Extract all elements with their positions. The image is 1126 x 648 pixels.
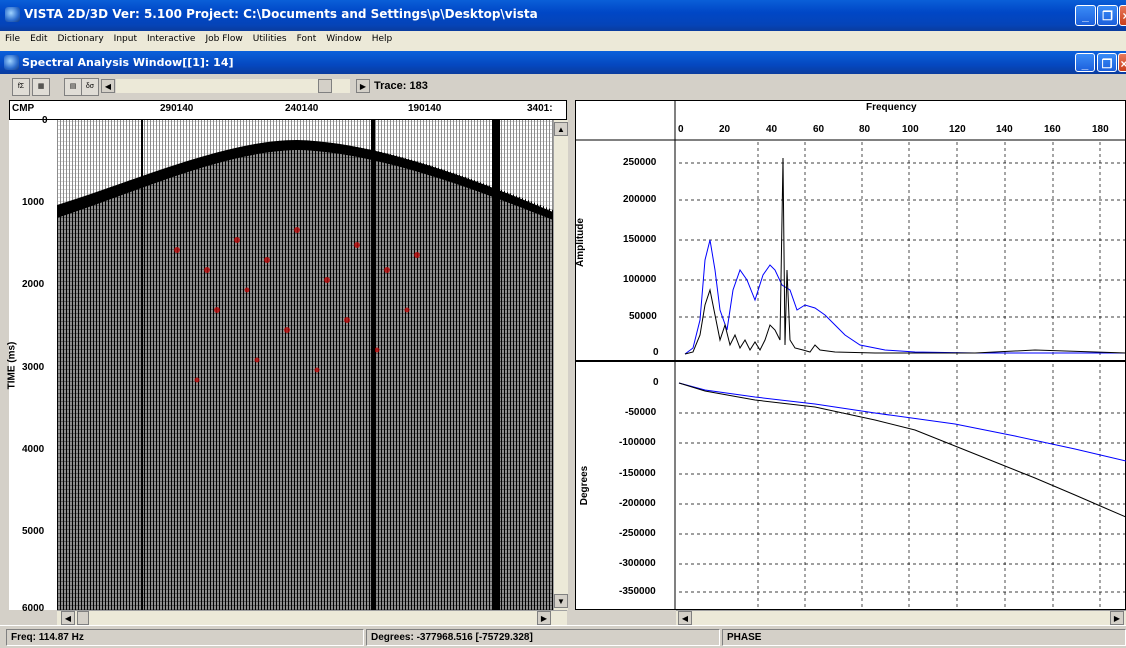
spectrum-scroll-right-arrow[interactable]: ▶ [1110,611,1124,625]
menu-edit[interactable]: Edit [30,34,48,44]
menu-file[interactable]: File [5,34,21,44]
status-frequency: Freq: 114.87 Hz [6,629,364,646]
amp-tick: 250000 [623,157,657,168]
seismic-vertical-scrollbar[interactable]: ▲ ▼ [553,120,568,610]
child-restore-button[interactable]: ❐ [1097,53,1117,72]
phase-tick: -100000 [619,437,656,448]
cmp-label: CMP [12,103,35,114]
trace-label: Trace: 183 [374,80,428,92]
phase-tick: -150000 [619,468,656,479]
minimize-button[interactable]: _ [1075,5,1096,26]
app-title-bar: VISTA 2D/3D Ver: 5.100 Project: C:\Docum… [0,0,1126,31]
status-bar: Freq: 114.87 Hz Degrees: -377968.516 [-7… [0,625,1126,648]
hscroll-thumb[interactable] [77,611,89,625]
freq-tick: 180 [1092,124,1109,135]
status-mode: PHASE [722,629,1126,646]
menu-help[interactable]: Help [371,34,393,44]
amp-tick: 150000 [623,234,657,245]
menu-job-flow[interactable]: Job Flow [205,34,243,44]
freq-tick: 80 [859,124,871,135]
freq-tick: 120 [949,124,966,135]
seismic-section[interactable] [57,120,553,610]
amp-tick: 200000 [623,194,657,205]
spectrum-button[interactable]: ▦ [32,78,50,96]
child-window-icon [4,55,19,70]
child-window-title-bar: Spectral Analysis Window[[1]: 14] _ ❐ × [0,51,1126,74]
menu-dictionary[interactable]: Dictionary [57,34,104,44]
spectral-charts [575,100,1126,610]
menu-utilities[interactable]: Utilities [252,34,287,44]
time-tick: 6000 [22,603,45,614]
amp-tick: 50000 [629,311,657,322]
scroll-right-arrow[interactable]: ▶ [537,611,551,625]
cmp-axis-header [9,100,567,120]
trace-scroll-thumb[interactable] [318,79,332,93]
menu-window[interactable]: Window [326,34,362,44]
child-minimize-button[interactable]: _ [1075,53,1095,72]
cmp-tick: 190140 [408,103,442,114]
phase-tick: -350000 [619,586,656,597]
trace-right-arrow[interactable]: ▶ [356,79,370,93]
child-window-title: Spectral Analysis Window[[1]: 14] [22,56,234,69]
degrees-axis-label: Degrees [579,465,591,506]
spectral-panel [575,100,1126,610]
cmp-tick: 240140 [285,103,319,114]
trace-left-arrow[interactable]: ◀ [101,79,115,93]
trace-scroll-track[interactable] [116,79,350,93]
status-degrees: Degrees: -377968.516 [-75729.328] [366,629,720,646]
phase-button[interactable]: δσ [81,78,99,96]
phase-tick: -50000 [625,407,657,418]
freq-tick: 20 [719,124,731,135]
app-icon [5,7,20,22]
app-title: VISTA 2D/3D Ver: 5.100 Project: C:\Docum… [24,7,538,21]
display-button[interactable]: ▤ [64,78,82,96]
freq-tick: 60 [813,124,825,135]
amp-tick: 0 [653,347,659,358]
freq-tick: 140 [996,124,1013,135]
time-tick: 1000 [22,197,45,208]
freq-tick: 160 [1044,124,1061,135]
menu-bar: File Edit Dictionary Input Interactive Job Fl… [0,31,1126,51]
scroll-left-arrow[interactable]: ◀ [61,611,75,625]
fx-button[interactable]: fΣ [12,78,30,96]
phase-tick: -300000 [619,558,656,569]
menu-input[interactable]: Input [113,34,137,44]
cmp-tick: 290140 [160,103,194,114]
time-tick: 5000 [22,526,45,537]
menu-font[interactable]: Font [296,34,317,44]
time-axis-label: TIME (ms) [6,341,18,390]
frequency-axis-label: Frequency [866,102,917,113]
amp-tick: 100000 [623,274,657,285]
close-button[interactable]: × [1119,5,1126,26]
freq-tick: 100 [902,124,919,135]
child-close-button[interactable]: × [1118,53,1126,72]
spectrum-horizontal-scrollbar[interactable]: ◀ ▶ [676,610,1126,626]
cmp-tick: 3401: [527,103,553,114]
phase-tick: 0 [653,377,659,388]
restore-button[interactable]: ❐ [1097,5,1118,26]
menu-interactive[interactable]: Interactive [146,34,196,44]
seismic-horizontal-scrollbar[interactable]: ◀ ▶ [57,610,567,626]
phase-tick: -250000 [619,528,656,539]
seismic-overlay [57,120,553,610]
phase-tick: -200000 [619,498,656,509]
scroll-up-arrow[interactable]: ▲ [554,122,568,136]
time-tick: 4000 [22,444,45,455]
scroll-down-arrow[interactable]: ▼ [554,594,568,608]
time-tick: 3000 [22,362,45,373]
time-tick: 2000 [22,279,45,290]
amplitude-axis-label: Amplitude [574,218,586,267]
time-axis [9,120,58,610]
freq-tick: 0 [678,124,684,135]
spectrum-scroll-left-arrow[interactable]: ◀ [678,611,692,625]
freq-tick: 40 [766,124,778,135]
time-tick: 0 [42,115,48,126]
